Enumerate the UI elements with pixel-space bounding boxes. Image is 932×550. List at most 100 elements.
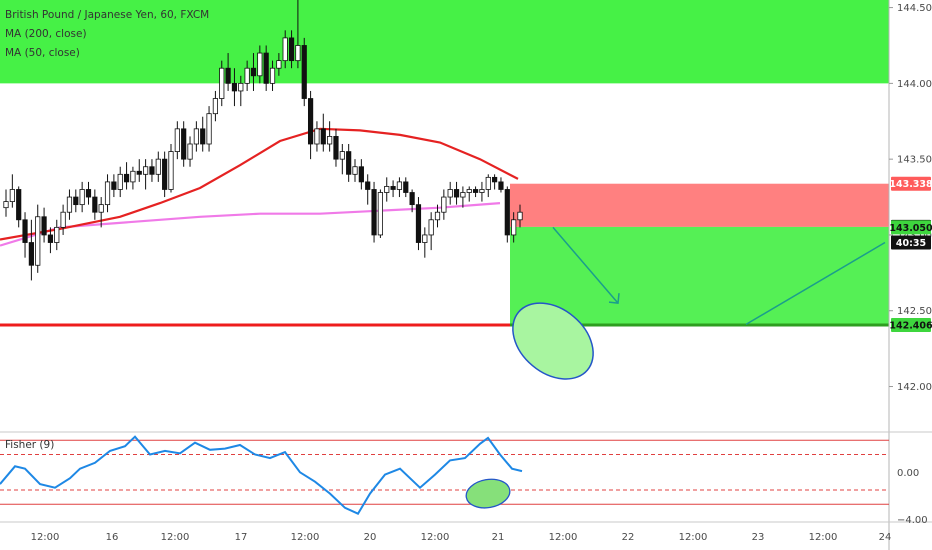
candle <box>79 189 85 206</box>
candle <box>28 242 34 266</box>
price-tick-label: 144.000 <box>897 79 932 90</box>
candle <box>22 219 28 243</box>
candle <box>181 128 187 160</box>
time-tick-label: 12:00 <box>549 532 578 543</box>
candle <box>225 67 231 84</box>
candle <box>206 113 212 145</box>
ma-50-line <box>0 127 519 241</box>
candle <box>377 192 383 236</box>
candle <box>333 136 339 160</box>
ma-200-line <box>0 202 501 247</box>
ma-50-series <box>0 127 519 241</box>
candle <box>371 189 377 236</box>
candle <box>193 128 199 145</box>
candle <box>219 67 225 99</box>
trade-annotations <box>512 226 886 380</box>
price-tick-label: 142.000 <box>897 382 932 393</box>
price-tag-label: 142.406 <box>889 320 932 331</box>
candle <box>111 181 117 190</box>
candle <box>485 176 491 190</box>
time-tick-label: 22 <box>622 532 635 543</box>
candle <box>47 234 54 243</box>
fisher-tick-label: −4.00 <box>897 515 928 526</box>
time-axis[interactable]: 12:00 16 12:00 17 12:00 20 12:00 21 12:00 22 12:00… <box>31 532 892 543</box>
price-tag <box>891 220 931 235</box>
candle <box>263 52 269 84</box>
candle <box>162 158 168 190</box>
target-ellipse <box>512 302 594 380</box>
candle <box>466 189 472 193</box>
candle <box>517 211 523 221</box>
candle <box>365 181 371 190</box>
candle <box>98 204 104 213</box>
candle <box>92 196 98 213</box>
time-tick-label: 12:00 <box>809 532 838 543</box>
price-tick-label: 144.500 <box>897 3 932 14</box>
candle <box>288 37 295 62</box>
candle <box>269 67 276 84</box>
time-tick-label: 16 <box>106 532 119 543</box>
resistance-zone <box>0 0 889 84</box>
candle <box>396 181 403 190</box>
candle <box>66 196 73 213</box>
candle <box>123 173 130 183</box>
candle <box>447 189 453 198</box>
candle <box>415 204 422 243</box>
fisher-indicator-pane: 0.00 −4.00 <box>0 435 928 526</box>
time-tick-label: 24 <box>879 532 892 543</box>
candle <box>60 211 66 228</box>
time-tick-label: 12:00 <box>421 532 450 543</box>
price-zones <box>0 0 889 327</box>
price-tag-label: 143.338 <box>889 179 932 190</box>
candle <box>257 52 263 77</box>
candle <box>73 196 79 206</box>
fisher-legend: Fisher (9) <box>5 439 54 451</box>
price-tag-label: 40:35 <box>896 238 926 249</box>
price-tick-label: 143.500 <box>897 155 932 166</box>
candle <box>434 211 441 221</box>
price-tick-label: 142.500 <box>897 306 932 317</box>
candle <box>250 67 257 77</box>
price-tag <box>891 317 931 332</box>
candle <box>403 181 409 193</box>
fisher-ellipse <box>465 478 511 509</box>
candle <box>511 219 517 236</box>
take-profit-zone <box>510 226 889 325</box>
candle <box>314 128 320 145</box>
candle <box>200 128 206 145</box>
candle <box>130 170 136 183</box>
candle <box>168 151 174 190</box>
ma-50-legend: MA (50, close) <box>5 47 80 59</box>
fisher-tick-label: 0.00 <box>897 468 919 479</box>
candle <box>174 128 180 152</box>
time-tick-label: 12:00 <box>161 532 190 543</box>
ma-200-legend: MA (200, close) <box>5 28 87 40</box>
candle <box>320 128 326 145</box>
candle <box>358 166 364 183</box>
candle <box>155 158 161 175</box>
candle <box>187 143 193 160</box>
candle <box>244 67 250 84</box>
candle <box>282 37 288 62</box>
candle <box>238 82 244 92</box>
candle <box>136 170 142 175</box>
candle <box>35 216 41 266</box>
candle <box>384 186 390 193</box>
price-tag-label: 143.050 <box>889 223 932 234</box>
time-tick-label: 12:00 <box>679 532 708 543</box>
candle <box>212 98 219 115</box>
candle <box>346 151 352 175</box>
trend-line <box>745 241 886 326</box>
time-tick-label: 12:00 <box>31 532 60 543</box>
candle <box>327 136 333 145</box>
candle <box>276 60 282 69</box>
candle <box>460 192 466 198</box>
candle <box>307 98 314 145</box>
price-axis[interactable]: 144.500144.000143.500143.000142.500142.0… <box>889 3 932 393</box>
time-tick-label: 17 <box>235 532 248 543</box>
candle <box>301 45 307 99</box>
candle <box>352 166 358 175</box>
candle <box>231 82 238 92</box>
